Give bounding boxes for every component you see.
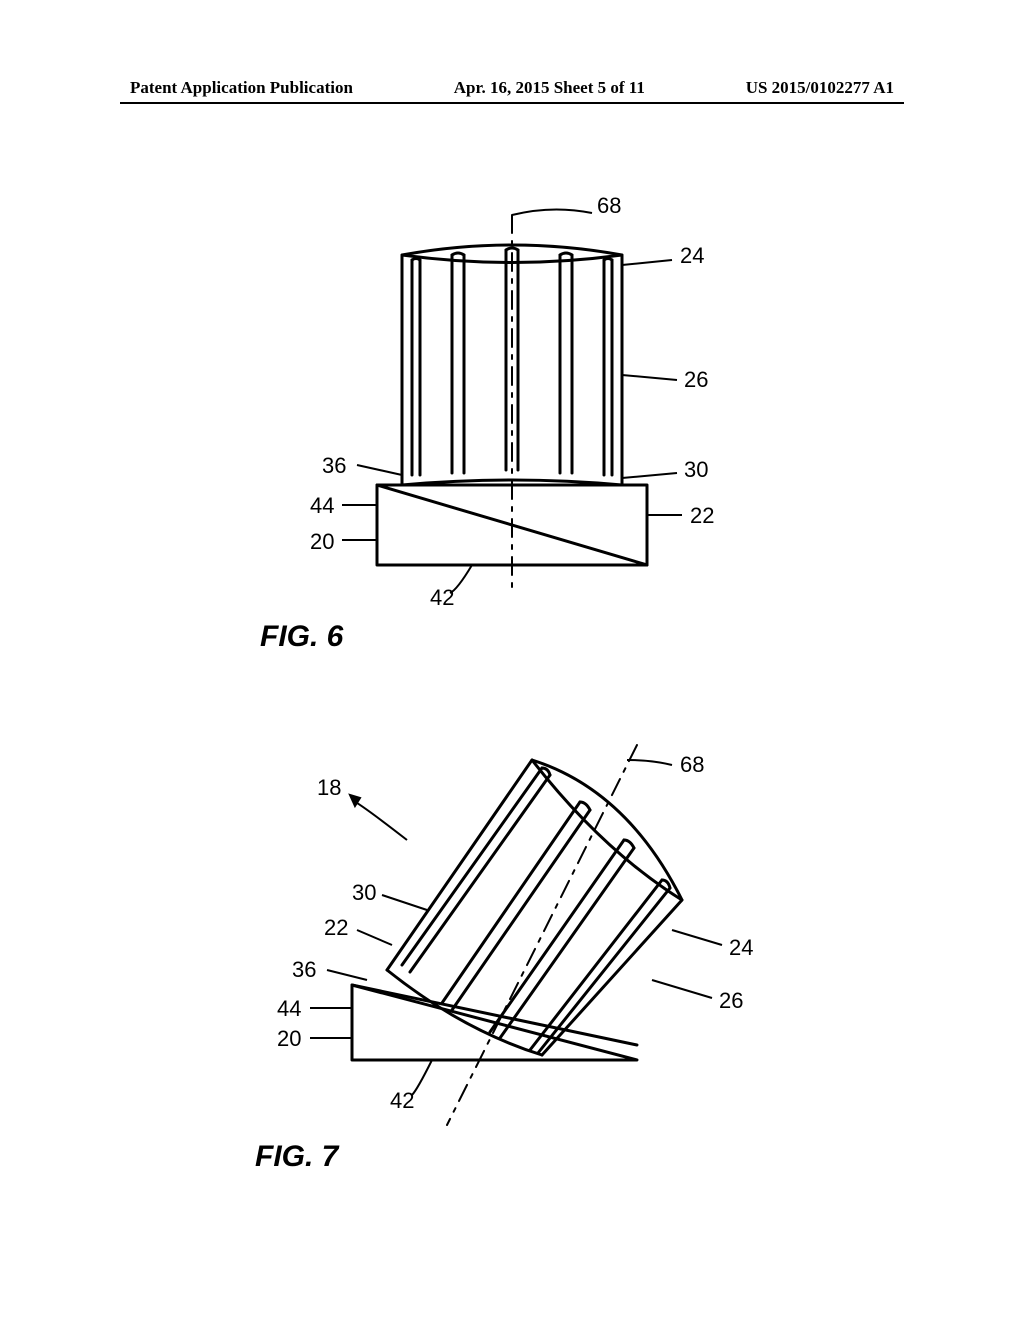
figure-6: 68 24 26 36 30 44 22 20 42 [262, 195, 762, 625]
ref-20: 20 [277, 1026, 301, 1052]
ref-36: 36 [322, 453, 346, 479]
ref-68: 68 [597, 193, 621, 219]
ref-26: 26 [684, 367, 708, 393]
ref-30: 30 [352, 880, 376, 906]
ref-36: 36 [292, 957, 316, 983]
fig7-label: FIG. 7 [255, 1140, 338, 1174]
ref-42: 42 [430, 585, 454, 611]
ref-18: 18 [317, 775, 341, 801]
ref-44: 44 [277, 996, 301, 1022]
ref-24: 24 [680, 243, 704, 269]
fig7-svg [232, 720, 792, 1140]
ref-22: 22 [324, 915, 348, 941]
ref-26: 26 [719, 988, 743, 1014]
figure-7: 18 68 30 22 36 44 20 24 26 42 [232, 720, 792, 1140]
ref-44: 44 [310, 493, 334, 519]
ref-42: 42 [390, 1088, 414, 1114]
header-center: Apr. 16, 2015 Sheet 5 of 11 [454, 78, 645, 98]
ref-20: 20 [310, 529, 334, 555]
header-rule [120, 102, 904, 104]
ref-30: 30 [684, 457, 708, 483]
fig6-label: FIG. 6 [260, 620, 343, 654]
ref-68: 68 [680, 752, 704, 778]
header-right: US 2015/0102277 A1 [746, 78, 894, 98]
ref-22: 22 [690, 503, 714, 529]
header-left: Patent Application Publication [130, 78, 353, 98]
ref-24: 24 [729, 935, 753, 961]
page-header: Patent Application Publication Apr. 16, … [0, 78, 1024, 98]
